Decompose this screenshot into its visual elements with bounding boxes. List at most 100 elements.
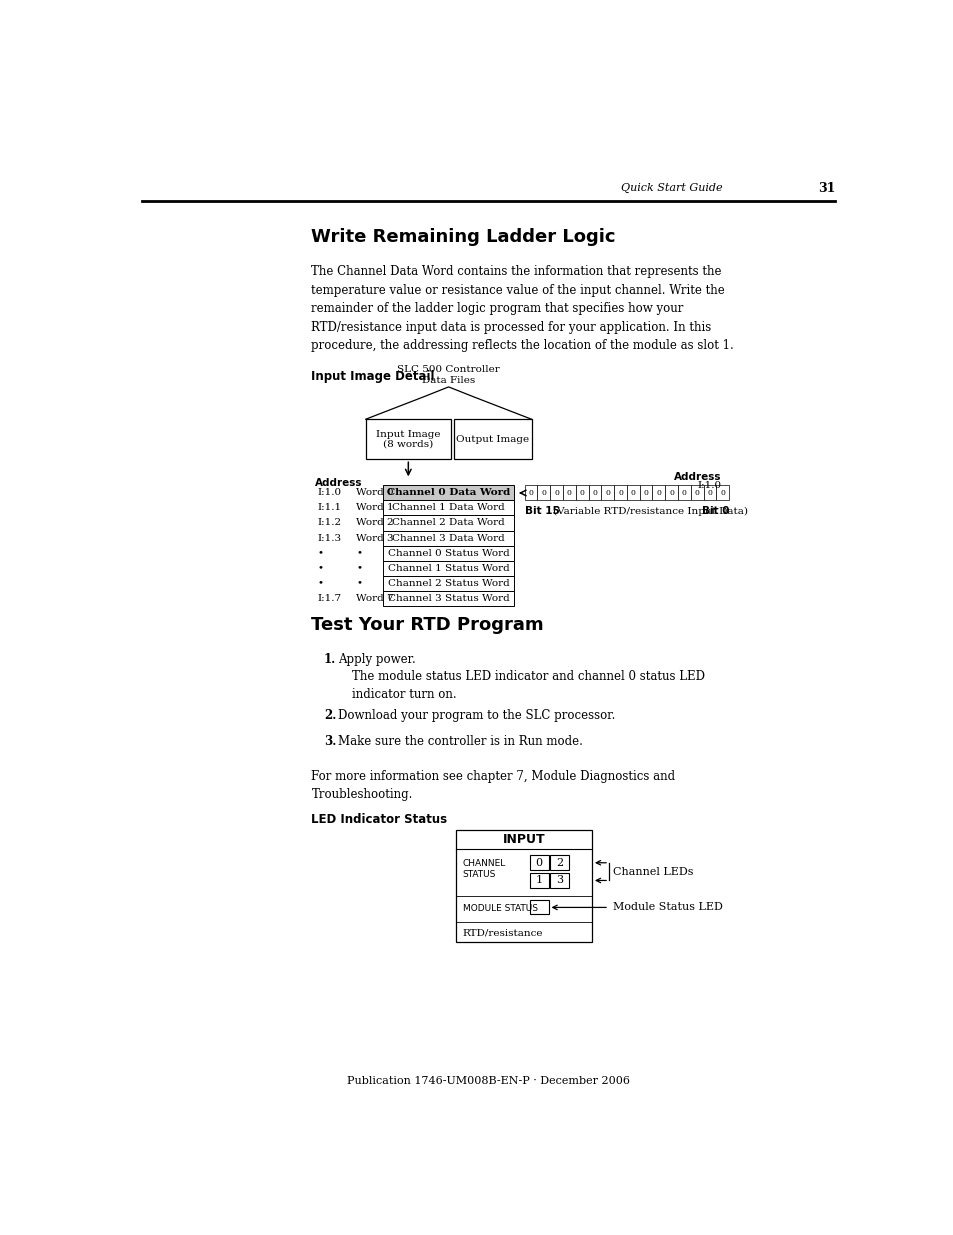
Text: 0: 0 — [681, 489, 686, 496]
Text: (Variable RTD/resistance Input Data): (Variable RTD/resistance Input Data) — [552, 506, 747, 516]
Text: Make sure the controller is in Run mode.: Make sure the controller is in Run mode. — [337, 735, 582, 748]
Bar — [456, 830, 592, 942]
Text: Channel 0 Data Word: Channel 0 Data Word — [387, 489, 510, 498]
Bar — [626, 485, 639, 500]
Text: Channel 3 Status Word: Channel 3 Status Word — [387, 594, 509, 603]
Text: Address: Address — [314, 478, 362, 488]
Text: Bit 0: Bit 0 — [701, 506, 728, 516]
Text: 0: 0 — [554, 489, 558, 496]
Text: 0: 0 — [528, 489, 533, 496]
Text: Apply power.: Apply power. — [337, 653, 416, 667]
Text: INPUT: INPUT — [502, 834, 545, 846]
Bar — [530, 873, 548, 888]
Text: The module status LED indicator and channel 0 status LED
indicator turn on.: The module status LED indicator and chan… — [352, 671, 704, 701]
Text: 0: 0 — [579, 489, 584, 496]
Text: 0: 0 — [668, 489, 674, 496]
Text: For more information see chapter 7, Module Diagnostics and
Troubleshooting.: For more information see chapter 7, Modu… — [311, 771, 675, 802]
Bar — [382, 515, 514, 531]
Text: Word 7: Word 7 — [356, 594, 394, 603]
Text: 2: 2 — [556, 858, 562, 868]
Text: 1: 1 — [536, 876, 542, 885]
Text: LED Indicator Status: LED Indicator Status — [311, 814, 447, 826]
Bar — [454, 419, 531, 459]
Text: Channel 0 Status Word: Channel 0 Status Word — [387, 548, 509, 557]
Text: 0: 0 — [643, 489, 648, 496]
Bar — [678, 485, 690, 500]
Bar — [588, 485, 600, 500]
Bar — [639, 485, 652, 500]
Bar — [562, 485, 575, 500]
Text: Word 0: Word 0 — [356, 489, 394, 498]
Text: 3: 3 — [556, 876, 562, 885]
Text: Input Image Detail: Input Image Detail — [311, 370, 435, 383]
Bar — [614, 485, 626, 500]
Bar — [652, 485, 664, 500]
Text: •: • — [356, 548, 362, 557]
Text: SLC 500 Controller
Data Files: SLC 500 Controller Data Files — [396, 366, 499, 384]
Bar — [664, 485, 678, 500]
Text: 0: 0 — [592, 489, 597, 496]
Text: Word 3: Word 3 — [356, 534, 394, 542]
Text: I:1.1: I:1.1 — [317, 504, 341, 513]
Text: 31: 31 — [817, 182, 835, 195]
Text: 0: 0 — [707, 489, 712, 496]
Bar — [600, 485, 614, 500]
Text: I:1.3: I:1.3 — [317, 534, 341, 542]
Bar — [703, 485, 716, 500]
Text: 0: 0 — [540, 489, 546, 496]
Text: 0: 0 — [604, 489, 610, 496]
Bar — [382, 546, 514, 561]
Bar — [382, 561, 514, 576]
Text: MODULE STATUS: MODULE STATUS — [462, 904, 537, 913]
Text: Publication 1746-UM008B-EN-P · December 2006: Publication 1746-UM008B-EN-P · December … — [347, 1076, 630, 1086]
Bar — [550, 855, 568, 871]
Text: I:1.0: I:1.0 — [317, 489, 341, 498]
Text: 0: 0 — [630, 489, 635, 496]
Text: Download your program to the SLC processor.: Download your program to the SLC process… — [337, 709, 615, 721]
Text: Channel 1 Status Word: Channel 1 Status Word — [387, 563, 509, 573]
Text: Address: Address — [673, 472, 720, 482]
Bar — [382, 576, 514, 590]
Bar — [382, 531, 514, 546]
Text: 0: 0 — [694, 489, 699, 496]
Text: Word 1: Word 1 — [356, 504, 394, 513]
Bar — [382, 590, 514, 605]
Bar — [550, 873, 568, 888]
Bar — [575, 485, 588, 500]
Text: Write Remaining Ladder Logic: Write Remaining Ladder Logic — [311, 227, 616, 246]
Text: 2.: 2. — [323, 709, 335, 721]
Bar — [550, 485, 562, 500]
Text: 3.: 3. — [323, 735, 335, 748]
Bar — [537, 485, 550, 500]
Text: Channel 2 Status Word: Channel 2 Status Word — [387, 578, 509, 588]
Text: Module Status LED: Module Status LED — [612, 903, 722, 913]
Text: Input Image
(8 words): Input Image (8 words) — [375, 430, 440, 450]
Text: CHANNEL
STATUS: CHANNEL STATUS — [462, 860, 505, 878]
Text: 1.: 1. — [323, 653, 335, 667]
Bar — [382, 500, 514, 515]
Bar — [382, 485, 514, 500]
Bar — [690, 485, 703, 500]
Text: 0: 0 — [720, 489, 724, 496]
Text: I:1.2: I:1.2 — [317, 519, 341, 527]
Bar — [524, 485, 537, 500]
Text: RTD/resistance: RTD/resistance — [462, 929, 542, 937]
Text: •: • — [317, 578, 323, 588]
Text: The Channel Data Word contains the information that represents the
temperature v: The Channel Data Word contains the infor… — [311, 266, 734, 352]
Text: Test Your RTD Program: Test Your RTD Program — [311, 616, 543, 635]
Bar — [365, 419, 451, 459]
Text: 0: 0 — [536, 858, 542, 868]
Bar — [530, 855, 548, 871]
Text: Channel 3 Data Word: Channel 3 Data Word — [392, 534, 504, 542]
Bar — [716, 485, 728, 500]
Text: Word 2: Word 2 — [356, 519, 394, 527]
Text: •: • — [317, 548, 323, 557]
Bar — [530, 900, 548, 914]
Text: Quick Start Guide: Quick Start Guide — [620, 183, 722, 194]
Text: Channel LEDs: Channel LEDs — [612, 867, 693, 877]
Text: Bit 15: Bit 15 — [524, 506, 558, 516]
Text: 0: 0 — [656, 489, 660, 496]
Text: •: • — [317, 563, 323, 573]
Text: 0: 0 — [566, 489, 571, 496]
Text: 0: 0 — [618, 489, 622, 496]
